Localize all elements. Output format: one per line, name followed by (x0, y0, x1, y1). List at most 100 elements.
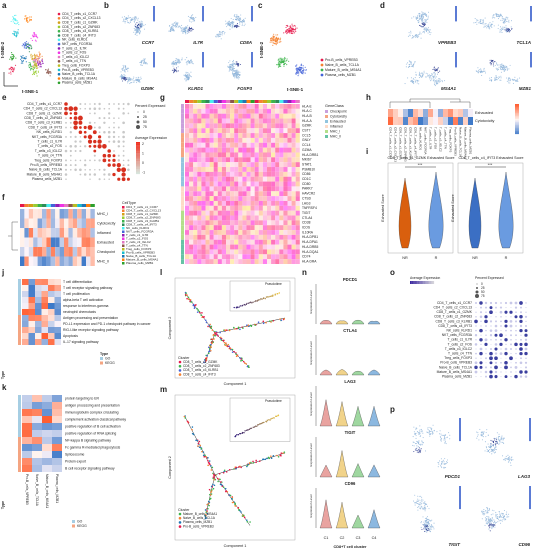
cell-dot (25, 61, 27, 63)
cell-dot (252, 460, 254, 463)
heat-cell (234, 137, 239, 143)
cell-dot (278, 60, 281, 63)
cell-dot (225, 342, 227, 345)
cell-dot (217, 33, 219, 35)
heat-cell (295, 210, 300, 216)
heat-cell (234, 249, 239, 255)
heat-cell (217, 113, 222, 119)
heat-cell (50, 209, 56, 219)
heat-cell (46, 218, 51, 228)
cell-dot (210, 325, 213, 328)
dot (93, 107, 97, 111)
heat-cell (22, 321, 29, 327)
cell-dot (416, 445, 418, 447)
heat-cell (230, 215, 235, 221)
cell-dot (423, 24, 425, 26)
cell-dot (24, 58, 26, 60)
cell-dot (243, 25, 245, 27)
cell-dot (178, 26, 180, 28)
heat-cell (213, 133, 218, 138)
cell-dot (235, 76, 237, 78)
cell-dot (138, 27, 140, 29)
cell-dot (127, 77, 129, 79)
cell-dot (433, 79, 435, 81)
cell-dot (10, 66, 12, 68)
cell-dot (419, 71, 421, 73)
cell-dot (258, 460, 261, 463)
cell-dot (228, 494, 231, 496)
heat-cell (226, 186, 231, 192)
cell-dot (188, 78, 190, 80)
violin (335, 401, 349, 427)
dot (494, 365, 498, 370)
col-label: CD8_T_cells_c4_IFIT3 (414, 127, 418, 158)
cell-dot (442, 459, 444, 461)
cell-dot (413, 445, 415, 447)
cell-dot (286, 32, 288, 35)
heat-cell (279, 259, 284, 264)
heat-cell (197, 239, 202, 245)
cell-dot (175, 58, 177, 60)
cell-dot (446, 461, 448, 463)
heat-cell (28, 291, 35, 297)
cell-dot (177, 26, 179, 28)
heat-cell (271, 113, 276, 119)
cell-dot (418, 440, 420, 442)
heat-cell (242, 147, 247, 153)
cell-dot (204, 455, 206, 458)
dot (500, 330, 502, 332)
dot (479, 365, 483, 369)
heat-cell (90, 218, 95, 228)
dot (520, 338, 522, 341)
colorbar (515, 114, 519, 117)
cell-dot (270, 455, 272, 457)
heat-cell (267, 186, 272, 192)
dot (103, 117, 106, 120)
feature-plot (395, 415, 463, 481)
dot (525, 307, 527, 309)
cell-dot (243, 432, 245, 434)
cell-dot (270, 321, 272, 323)
heat-cell (197, 147, 202, 153)
dot (102, 153, 107, 158)
cell-dot (124, 22, 126, 24)
heat-cell (185, 167, 190, 172)
cell-dot (499, 79, 501, 81)
cell-dot (216, 477, 219, 480)
colorbar (455, 52, 457, 68)
cell-dot (438, 80, 440, 82)
cell-dot (298, 70, 301, 72)
cell-dot (295, 30, 297, 33)
cell-dot (49, 71, 51, 73)
cell-dot (14, 35, 17, 37)
cell-dot (409, 61, 411, 63)
dot (68, 106, 74, 112)
dot (500, 320, 502, 323)
label: Expression Level (309, 341, 313, 364)
col-label: T_cells_c1_IL7R (429, 127, 433, 150)
heat-cell (234, 171, 239, 177)
cell-dot (224, 329, 227, 332)
col-label: Plasma_cells_MZB1 (469, 127, 473, 155)
cell-dot (256, 425, 258, 427)
heat-cell (267, 142, 272, 148)
dot (510, 362, 512, 364)
heat-cell (59, 209, 64, 219)
heat-cell (33, 218, 38, 228)
celltype-bar (68, 204, 73, 207)
cell-dot (206, 503, 209, 506)
legend-dot (320, 68, 324, 72)
dot (122, 159, 125, 162)
heat-cell (197, 220, 202, 226)
heat-cell (254, 205, 259, 211)
heat-cell (201, 196, 206, 201)
dot (87, 139, 93, 144)
heat-cell (283, 123, 288, 129)
heat-cell (77, 237, 82, 247)
heat-cell (295, 118, 300, 124)
colorbar (426, 281, 429, 284)
heat-cell (234, 220, 239, 226)
cell-dot (255, 300, 257, 302)
heat-cell (433, 117, 438, 125)
